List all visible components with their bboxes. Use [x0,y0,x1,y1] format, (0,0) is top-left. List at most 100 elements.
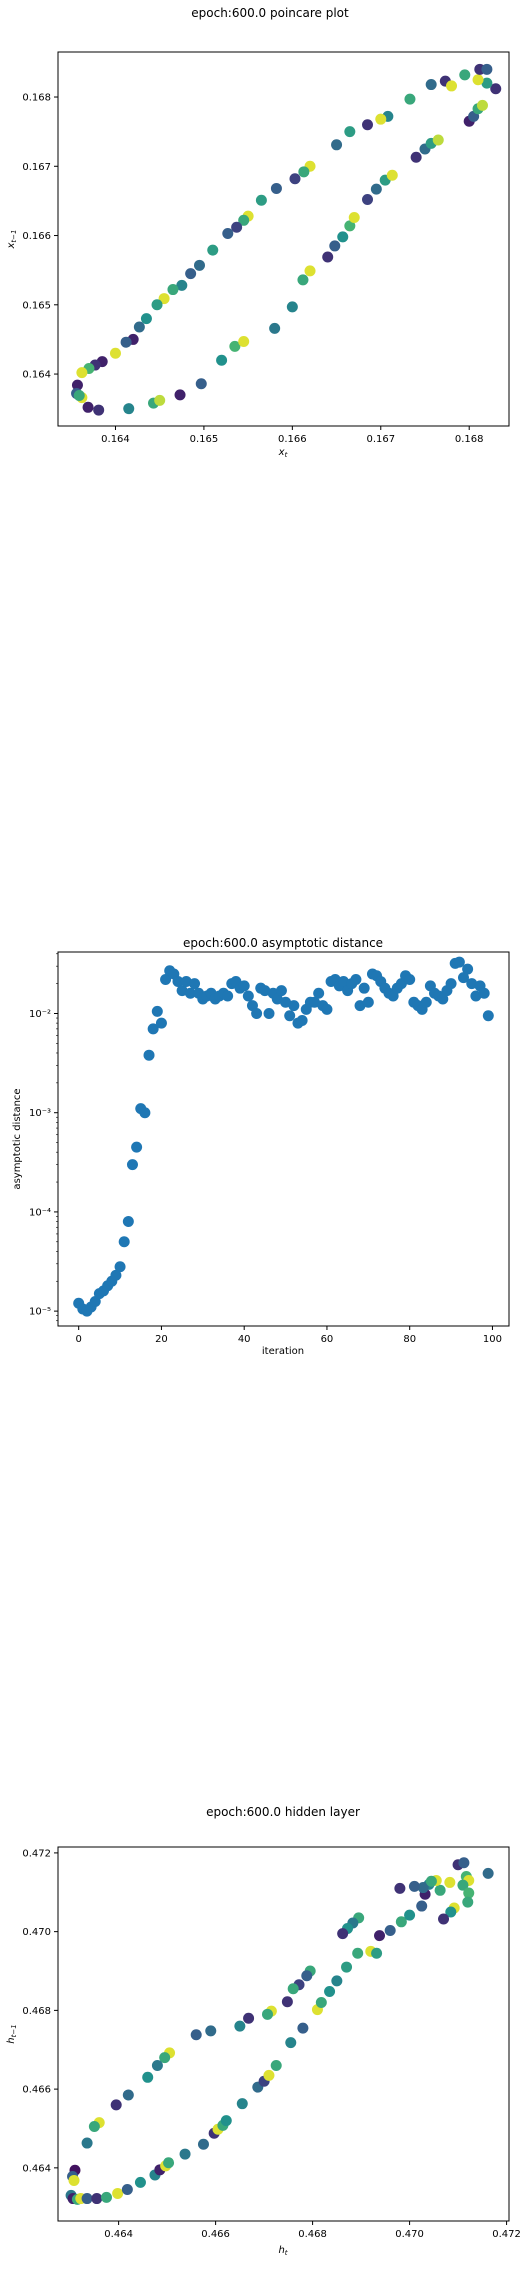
data-point [458,1857,469,1868]
data-point [189,978,200,989]
x-tick-label: 60 [321,1334,334,1345]
data-point [175,389,186,400]
x-tick-label: 0.167 [366,434,395,445]
data-point [89,2121,100,2132]
data-point [238,336,249,347]
data-point [154,395,165,406]
data-point [194,260,205,271]
data-point [191,2029,202,2040]
data-point [152,1006,163,1017]
data-point [313,988,324,999]
data-point [404,1910,415,1921]
data-point [435,1885,446,1896]
chart-title: epoch:600.0 hidden layer [206,1805,360,1819]
data-point [271,183,282,194]
x-tick-label: 0.168 [455,434,484,445]
data-point [152,2060,163,2071]
x-tick-label: 0.464 [104,2229,133,2240]
y-axis-label: xt−1 [6,230,18,250]
x-tick-label: 100 [483,1334,502,1345]
x-tick-label: 80 [403,1334,416,1345]
plot-frame [58,1847,509,2221]
data-point [251,1008,262,1019]
y-tick-label: 0.168 [22,93,51,104]
y-tick-label: 0.164 [22,370,51,381]
y-tick-label: 10⁻³ [29,1108,51,1119]
data-point [121,337,132,348]
data-point [462,964,473,975]
data-point [282,1996,293,2007]
chart-title: epoch:600.0 asymptotic distance [183,936,383,950]
data-point [297,274,308,285]
x-tick-label: 0.165 [190,434,219,445]
data-point [409,1881,420,1892]
data-point [362,194,373,205]
data-point [222,991,233,1002]
data-point [301,1970,312,1981]
y-tick-label: 0.167 [22,162,51,173]
data-point [374,1930,385,1941]
data-point [462,1897,473,1908]
data-point [264,1008,275,1019]
x-tick-label: 0.470 [395,2229,424,2240]
y-axis-label: asymptotic distance [12,1088,23,1189]
data-point [331,139,342,150]
data-point [123,403,134,414]
data-point [243,2013,254,2024]
data-point [119,1236,130,1247]
y-tick-label: 0.466 [22,2085,51,2096]
data-point [93,405,104,416]
data-point [305,265,316,276]
hidden-points [66,1857,494,2205]
data-point [127,1159,138,1170]
data-point [196,378,207,389]
data-point [337,1928,348,1939]
data-point [135,2177,146,2188]
data-point [394,1883,405,1894]
data-point [288,1983,299,1994]
data-point [115,1261,126,1272]
data-point [163,2157,174,2168]
data-point [363,997,374,1008]
x-axis-label: xt [278,447,288,459]
data-point [426,79,437,90]
data-point [350,974,361,985]
data-point [110,348,121,359]
data-point [473,74,484,85]
y-tick-label: 0.472 [22,1848,51,1859]
data-point [337,231,348,242]
chart-title: epoch:600.0 poincare plot [191,6,349,20]
data-point [385,1925,396,1936]
data-point [421,997,432,1008]
data-point [231,222,242,233]
data-point [444,1877,455,1888]
data-point [139,1107,150,1118]
data-point [243,991,254,1002]
data-point [234,2021,245,2032]
data-point [362,119,373,130]
data-point [271,2060,282,2071]
data-point [83,402,94,413]
data-point [344,126,355,137]
data-point [483,1868,494,1879]
data-point [207,245,218,256]
data-point [459,69,470,80]
data-point [289,173,300,184]
x-tick-label: 0 [76,1334,82,1345]
data-point [287,301,298,312]
y-axis-label: ht−1 [6,2024,18,2043]
poincare-chart: epoch:600.0 poincare plot 0.164 0.165 0.16… [6,6,509,459]
data-point [329,240,340,251]
data-point [167,284,178,295]
x-tick-label: 20 [155,1334,168,1345]
plot-frame [58,52,509,426]
y-tick-label: 0.468 [22,2006,51,2017]
poincare-points [71,64,501,416]
data-point [198,2139,209,2150]
data-point [76,367,87,378]
y-tick-label: 0.464 [22,2163,51,2174]
data-point [256,195,267,206]
data-point [82,2193,93,2204]
hidden-axes: 0.464 0.466 0.468 0.470 0.4720.4640.4660.468… [22,1848,521,2240]
plot-frame [58,952,509,1326]
